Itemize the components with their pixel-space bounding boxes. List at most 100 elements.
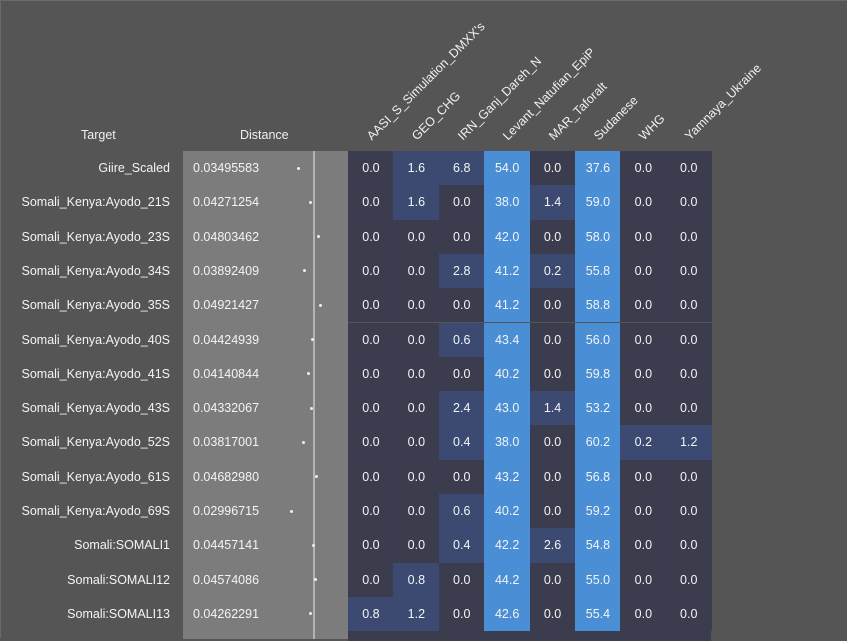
- heatmap-cell: 0.0: [529, 562, 576, 597]
- heatmap-cell: 0.0: [665, 528, 712, 563]
- heatmap-cell: 1.4: [529, 185, 576, 220]
- heatmap-cell: 0.0: [620, 494, 667, 529]
- heatmap-cell: 55.8: [575, 253, 621, 289]
- heatmap-cell: 0.2: [529, 253, 576, 289]
- distance-dot: [309, 406, 313, 410]
- heatmap-cell: 0.0: [348, 562, 394, 597]
- heatmap-cell: 37.6: [575, 151, 621, 186]
- heatmap-cell: 56.0: [575, 322, 621, 357]
- heatmap-cell: 41.2: [484, 253, 531, 289]
- heatmap-cell: 0.0: [620, 322, 667, 357]
- heatmap-cell: 0.0: [348, 494, 394, 529]
- distance-dot: [297, 166, 301, 170]
- table-row: Somali_Kenya:Ayodo_61S 0.04682980 0.0 0.0 0.…: [1, 459, 847, 494]
- heatmap-cell: 0.0: [348, 528, 394, 563]
- distance-dot: [315, 475, 319, 479]
- table-row: Somali_Kenya:Ayodo_40S 0.04424939 0.0 0.0 0.…: [1, 322, 847, 357]
- distance-dot: [307, 372, 311, 376]
- heatmap-cell: 2.4: [438, 391, 485, 426]
- table-row: Somali_Kenya:Ayodo_52S 0.03817001 0.0 0.0 0.…: [1, 425, 847, 460]
- heatmap-cell: 0.0: [348, 391, 394, 426]
- distance-value: 0.04682980: [193, 469, 260, 484]
- heatmap-cell: 56.8: [575, 459, 621, 494]
- heatmap-cell: 54.0: [484, 151, 531, 186]
- distance-dot: [311, 338, 315, 341]
- heatmap-cell: 1.2: [665, 425, 712, 460]
- heatmap-cell: 59.2: [575, 494, 621, 529]
- heatmap-cell: 0.0: [665, 288, 712, 323]
- heatmap-cell: 0.0: [665, 151, 712, 186]
- target-label: Somali_Kenya:Ayodo_35S: [21, 298, 171, 313]
- heatmap-cell: 0.0: [393, 219, 440, 254]
- table-row: Somali_Kenya:Ayodo_41S 0.04140844 0.0 0.0 0.…: [1, 356, 847, 392]
- heatmap-cell: 0.0: [348, 151, 394, 186]
- heatmap-cell: 0.0: [348, 219, 394, 254]
- heatmap-cell: 0.0: [393, 494, 440, 529]
- table-row: Somali:SOMALI13 0.04262291 0.8 1.2 0.0 42.6 0.…: [1, 596, 847, 632]
- heatmap-cell: 2.6: [529, 528, 576, 563]
- distance-header: Distance: [240, 128, 289, 142]
- heatmap-cell: 59.0: [575, 185, 621, 220]
- heatmap-cell: 59.8: [575, 356, 621, 392]
- target-label: Somali_Kenya:Ayodo_61S: [21, 469, 171, 484]
- table-row: Somali_Kenya:Ayodo_23S 0.04803462 0.0 0.0 0.…: [1, 219, 847, 254]
- heatmap-cell: 0.0: [665, 562, 712, 597]
- distance-dot: [303, 269, 307, 273]
- heatmap-cell: 0.0: [529, 596, 576, 632]
- heatmap-cell: 0.4: [438, 425, 485, 460]
- distance-value: 0.04262291: [193, 606, 260, 621]
- table-row: Somali:SOMALI12 0.04574086 0.0 0.8 0.0 44.2 0.…: [1, 562, 847, 597]
- distance-dot: [318, 303, 322, 307]
- heatmap-cell: 0.0: [348, 185, 394, 220]
- heatmap-cell: 0.0: [348, 253, 394, 289]
- target-header: Target: [81, 128, 116, 142]
- heatmap-cell: 0.6: [438, 322, 485, 357]
- distance-dot: [302, 440, 306, 444]
- heatmap-cell: 0.0: [529, 151, 576, 186]
- distance-reference-line: [313, 151, 315, 639]
- heatmap-cell: 1.6: [393, 151, 440, 186]
- heatmap-cell: 0.0: [393, 425, 440, 460]
- distance-value: 0.04803462: [193, 229, 260, 244]
- distance-value: 0.03817001: [193, 435, 260, 450]
- heatmap-cell: 0.0: [529, 322, 576, 357]
- table-row: Somali_Kenya:Ayodo_34S 0.03892409 0.0 0.0 2.…: [1, 253, 847, 289]
- heatmap-cell: 40.2: [484, 494, 531, 529]
- distance-dot: [311, 543, 315, 547]
- heatmap-cell: 42.2: [484, 528, 531, 563]
- distance-value: 0.03892409: [193, 263, 260, 278]
- distance-value: 0.04271254: [193, 195, 260, 210]
- heatmap-cell: 0.0: [348, 425, 394, 460]
- heatmap-cell: 0.0: [665, 253, 712, 289]
- heatmap-cell: 0.0: [665, 596, 712, 632]
- heatmap-cell: 0.0: [438, 562, 485, 597]
- heatmap-cell: 0.0: [620, 528, 667, 563]
- target-label: Somali_Kenya:Ayodo_40S: [21, 332, 171, 347]
- heatmap-cell: 0.0: [438, 356, 485, 392]
- heatmap-cell: 58.0: [575, 219, 621, 254]
- heatmap-cell: 6.8: [438, 151, 485, 186]
- heatmap-cell: 0.0: [620, 391, 667, 426]
- heatmap-cell: 0.0: [393, 288, 440, 323]
- heatmap-cell: 60.2: [575, 425, 621, 460]
- heatmap-cell: 0.0: [620, 219, 667, 254]
- heatmap-cell: 43.2: [484, 459, 531, 494]
- heatmap-cell: 54.8: [575, 528, 621, 563]
- distance-value: 0.04457141: [193, 538, 260, 553]
- heatmap-cell: 0.0: [393, 528, 440, 563]
- target-label: Somali:SOMALI1: [74, 538, 170, 553]
- heatmap-cell: 0.0: [620, 185, 667, 220]
- heatmap-cell: 0.8: [348, 596, 394, 632]
- heatmap-cell: 1.6: [393, 185, 440, 220]
- table-row: Somali_Kenya:Ayodo_69S 0.02996715 0.0 0.0 0.…: [1, 494, 847, 529]
- target-label: Somali_Kenya:Ayodo_34S: [21, 263, 171, 278]
- heatmap-cell: 38.0: [484, 185, 531, 220]
- heatmap-cell: 0.2: [620, 425, 667, 460]
- heatmap-cell: 0.0: [665, 322, 712, 357]
- heatmap-cell: 42.0: [484, 219, 531, 254]
- heatmap-cell: 0.0: [620, 596, 667, 632]
- distance-value: 0.04424939: [193, 332, 260, 347]
- heatmap-cell: 1.2: [393, 596, 440, 632]
- heatmap-cell: 0.0: [665, 356, 712, 392]
- heatmap-cell: 0.0: [438, 459, 485, 494]
